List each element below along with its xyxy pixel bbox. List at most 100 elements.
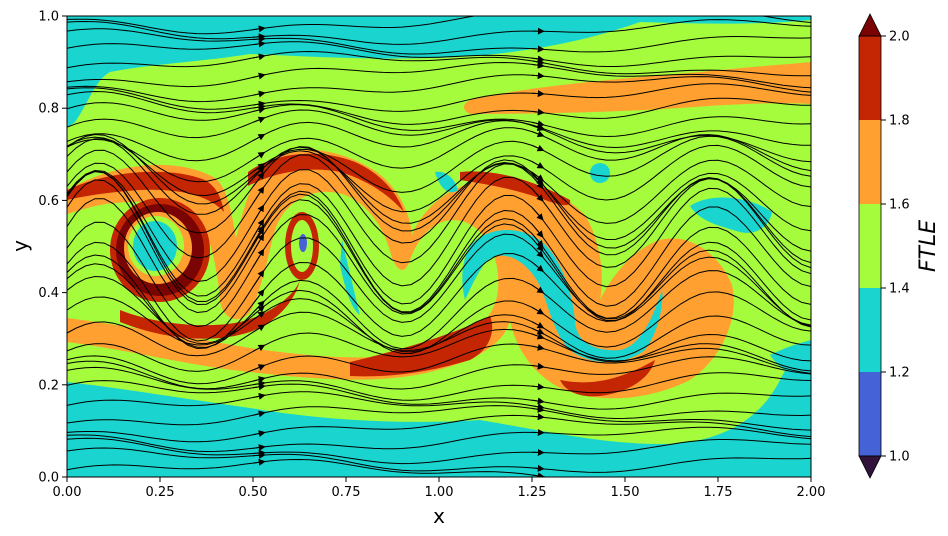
x-tick-label: 1.75	[704, 485, 733, 500]
streamline	[67, 214, 811, 328]
streamline	[67, 253, 811, 350]
colorbar-tick-label: 1.2	[889, 366, 910, 381]
streamline	[67, 296, 811, 359]
streamline	[67, 146, 811, 241]
streamline-arrow	[531, 161, 545, 169]
streamline-arrow	[252, 116, 266, 124]
streamline-arrow	[252, 151, 266, 161]
x-tick-label: 0.50	[239, 485, 268, 500]
streamline	[67, 233, 811, 342]
streamline-arrow	[252, 218, 265, 238]
streamline	[67, 426, 811, 453]
x-tick-label: 1.50	[611, 485, 640, 500]
streamline-arrow	[531, 327, 545, 335]
streamline-arrow	[252, 248, 265, 268]
streamline-arrow	[252, 376, 266, 383]
colorbar: 1.0 1.2 1.4 1.6 1.8 2.0	[858, 13, 910, 479]
y-axis: 0.0 0.2 0.4 0.6 0.8 1.0	[38, 10, 67, 486]
streamline	[67, 133, 811, 213]
colorbar-extend-over	[858, 13, 882, 37]
contour-upper-orange	[464, 62, 811, 114]
streamline	[67, 19, 811, 45]
streamline	[67, 405, 811, 431]
streamline-arrow	[531, 261, 544, 273]
streamline-arrow	[531, 403, 545, 411]
x-tick-label: 2.00	[797, 485, 826, 500]
ftle-contour-field	[67, 16, 811, 477]
colorbar-tick-label: 2.0	[889, 30, 910, 45]
streamline-arrow	[252, 163, 266, 173]
streamline	[67, 102, 811, 138]
streamline	[67, 170, 811, 297]
streamline-arrow	[531, 130, 545, 138]
streamline-arrow	[252, 458, 266, 466]
streamline	[67, 414, 811, 443]
contour-mid-cyan-5	[590, 163, 610, 183]
streamline-arrow	[252, 35, 266, 43]
contour-ridge-red-4	[560, 360, 655, 397]
x-tick-label: 1.25	[518, 485, 547, 500]
streamline-arrow	[252, 33, 266, 41]
streamline-arrow	[252, 53, 266, 61]
y-tick-label: 0.6	[38, 194, 59, 209]
streamline-arrow	[252, 225, 265, 245]
streamline-arrow	[531, 188, 544, 202]
streamline	[67, 61, 811, 89]
streamline-arrow	[252, 133, 266, 142]
streamline-arrow	[252, 233, 265, 253]
streamline-arrow	[252, 305, 265, 316]
streamline	[67, 41, 811, 67]
colorbar-tick-label: 1.6	[889, 198, 910, 213]
x-tick-label: 0.25	[146, 485, 175, 500]
contour-top-band	[67, 16, 811, 128]
y-tick-label: 0.2	[38, 378, 59, 393]
streamline-arrow	[531, 144, 545, 152]
streamline-arrow	[531, 343, 545, 351]
streamline-arrow	[531, 321, 545, 329]
streamline-arrow	[252, 204, 265, 224]
streamline	[67, 263, 811, 350]
colorbar-tick-label: 1.4	[889, 282, 910, 297]
streamline	[67, 171, 811, 305]
streamline	[67, 83, 811, 112]
streamline-arrow	[252, 311, 266, 321]
streamline-arrow	[531, 45, 545, 53]
x-axis: 0.00 0.25 0.50 0.75 1.00 1.25 1.50 1.75 2.00	[53, 477, 826, 500]
streamline-arrow	[531, 90, 545, 98]
streamline-arrow	[252, 449, 266, 457]
streamline-arrow	[531, 207, 544, 221]
streamline-arrow	[252, 364, 266, 371]
streamline	[67, 154, 811, 259]
colorbar-segment	[859, 288, 881, 372]
colorbar-tick-label: 1.0	[889, 450, 910, 465]
colorbar-segment	[859, 36, 881, 120]
x-tick-label: 1.00	[425, 485, 454, 500]
streamline	[67, 90, 811, 125]
streamline-arrow	[252, 392, 266, 400]
streamline-arrow	[252, 380, 266, 388]
streamline-arrow	[252, 171, 265, 187]
y-tick-label: 1.0	[38, 10, 59, 25]
streamline-arrow	[531, 413, 545, 421]
streamline	[67, 74, 811, 103]
streamline-arrow	[252, 410, 266, 418]
streamline-arrow	[252, 186, 265, 204]
streamline-arrow	[252, 25, 266, 33]
streamline-arrow	[252, 269, 265, 288]
streamline-arrow	[531, 362, 545, 370]
streamline	[67, 198, 811, 319]
colorbar-segment	[859, 372, 881, 456]
streamline	[67, 437, 811, 465]
streamline-arrow	[252, 300, 265, 313]
streamline-arrow	[531, 108, 545, 116]
streamline-arrow	[252, 227, 265, 247]
streamline-arrow	[252, 324, 266, 333]
streamline	[67, 50, 811, 77]
streamline-arrow	[531, 472, 545, 477]
streamline-arrow	[531, 306, 545, 315]
streamline-arrow	[531, 383, 545, 391]
small-vortex-core	[299, 234, 307, 252]
streamline	[67, 28, 811, 55]
streamline-arrow	[531, 55, 545, 63]
